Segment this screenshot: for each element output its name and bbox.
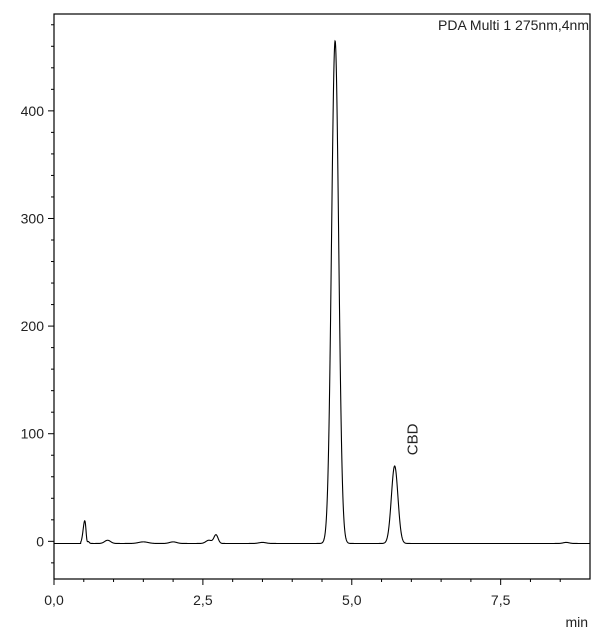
- x-tick-label: 0,0: [44, 592, 64, 608]
- peak-label: CBD: [405, 423, 422, 455]
- plot-frame: [53, 13, 591, 580]
- legend-label: PDA Multi 1 275nm,4nm: [438, 17, 589, 33]
- y-tick-label: 0: [36, 533, 44, 549]
- x-tick-label: 2,5: [193, 592, 213, 608]
- y-tick-label: 300: [21, 210, 45, 226]
- y-tick-label: 100: [21, 426, 45, 442]
- x-tick-label: 5,0: [342, 592, 362, 608]
- y-tick-label: 200: [21, 318, 45, 334]
- peak-annotations: CBD: [405, 423, 422, 455]
- x-axis-unit-label: min: [565, 614, 588, 630]
- chromatogram-trace: [54, 39, 590, 545]
- x-tick-label: 7,5: [491, 592, 511, 608]
- axis-ticks: 0 100 200 300 400 0,0 2,5 5,0 7,5: [21, 24, 561, 608]
- y-tick-label: 400: [21, 103, 45, 119]
